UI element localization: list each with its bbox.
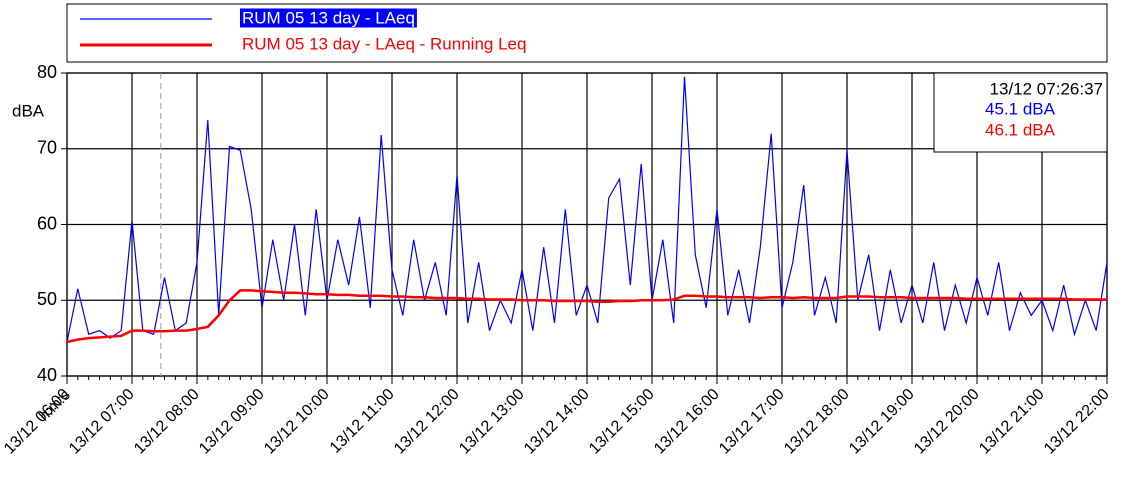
y-tick-label: 70 bbox=[37, 138, 57, 158]
x-tick-label: 13/12 20:00 bbox=[911, 386, 983, 458]
y-axis-label: dBA bbox=[12, 101, 45, 120]
legend-label: RUM 05 13 day - LAeq bbox=[242, 8, 415, 27]
legend-box bbox=[66, 3, 1108, 63]
x-tick-label: 13/12 18:00 bbox=[781, 386, 853, 458]
legend-label: RUM 05 13 day - LAeq - Running Leq bbox=[242, 34, 526, 53]
x-tick-label: 13/12 07:00 bbox=[66, 386, 138, 458]
y-tick-label: 80 bbox=[37, 62, 57, 82]
x-tick-label: 13/12 21:00 bbox=[976, 386, 1048, 458]
cursor-time: 13/12 07:26:37 bbox=[990, 79, 1103, 98]
x-tick-label: 13/12 08:00 bbox=[131, 386, 203, 458]
x-tick-label: 13/12 19:00 bbox=[846, 386, 918, 458]
x-tick-label: 13/12 11:00 bbox=[327, 386, 398, 457]
x-tick-label: 13/12 15:00 bbox=[586, 386, 658, 458]
x-tick-label: 13/12 17:00 bbox=[716, 386, 788, 458]
legend-highlight bbox=[240, 8, 417, 28]
series-line bbox=[66, 289, 1107, 344]
x-tick-label: 13/12 06:00 bbox=[1, 386, 73, 458]
x-tick-label: 13/12 10:00 bbox=[261, 386, 333, 458]
cursor-value: 45.1 dBA bbox=[985, 99, 1056, 118]
y-tick-label: 60 bbox=[37, 213, 57, 233]
cursor-box bbox=[933, 72, 1108, 153]
cursor-value: 46.1 dBA bbox=[985, 120, 1056, 139]
y-tick-label: 50 bbox=[37, 289, 57, 309]
x-tick-label: 13/12 16:00 bbox=[651, 386, 723, 458]
y-tick-label: 40 bbox=[37, 365, 57, 385]
x-tick-label: 13/12 09:00 bbox=[196, 386, 268, 458]
series-line bbox=[66, 76, 1108, 343]
x-tick-label: 13/12 12:00 bbox=[391, 386, 463, 458]
x-tick-label: 13/12 13:00 bbox=[456, 386, 528, 458]
x-tick-label: 13/12 22:00 bbox=[1041, 386, 1113, 458]
x-tick-label: 13/12 14:00 bbox=[521, 386, 593, 458]
